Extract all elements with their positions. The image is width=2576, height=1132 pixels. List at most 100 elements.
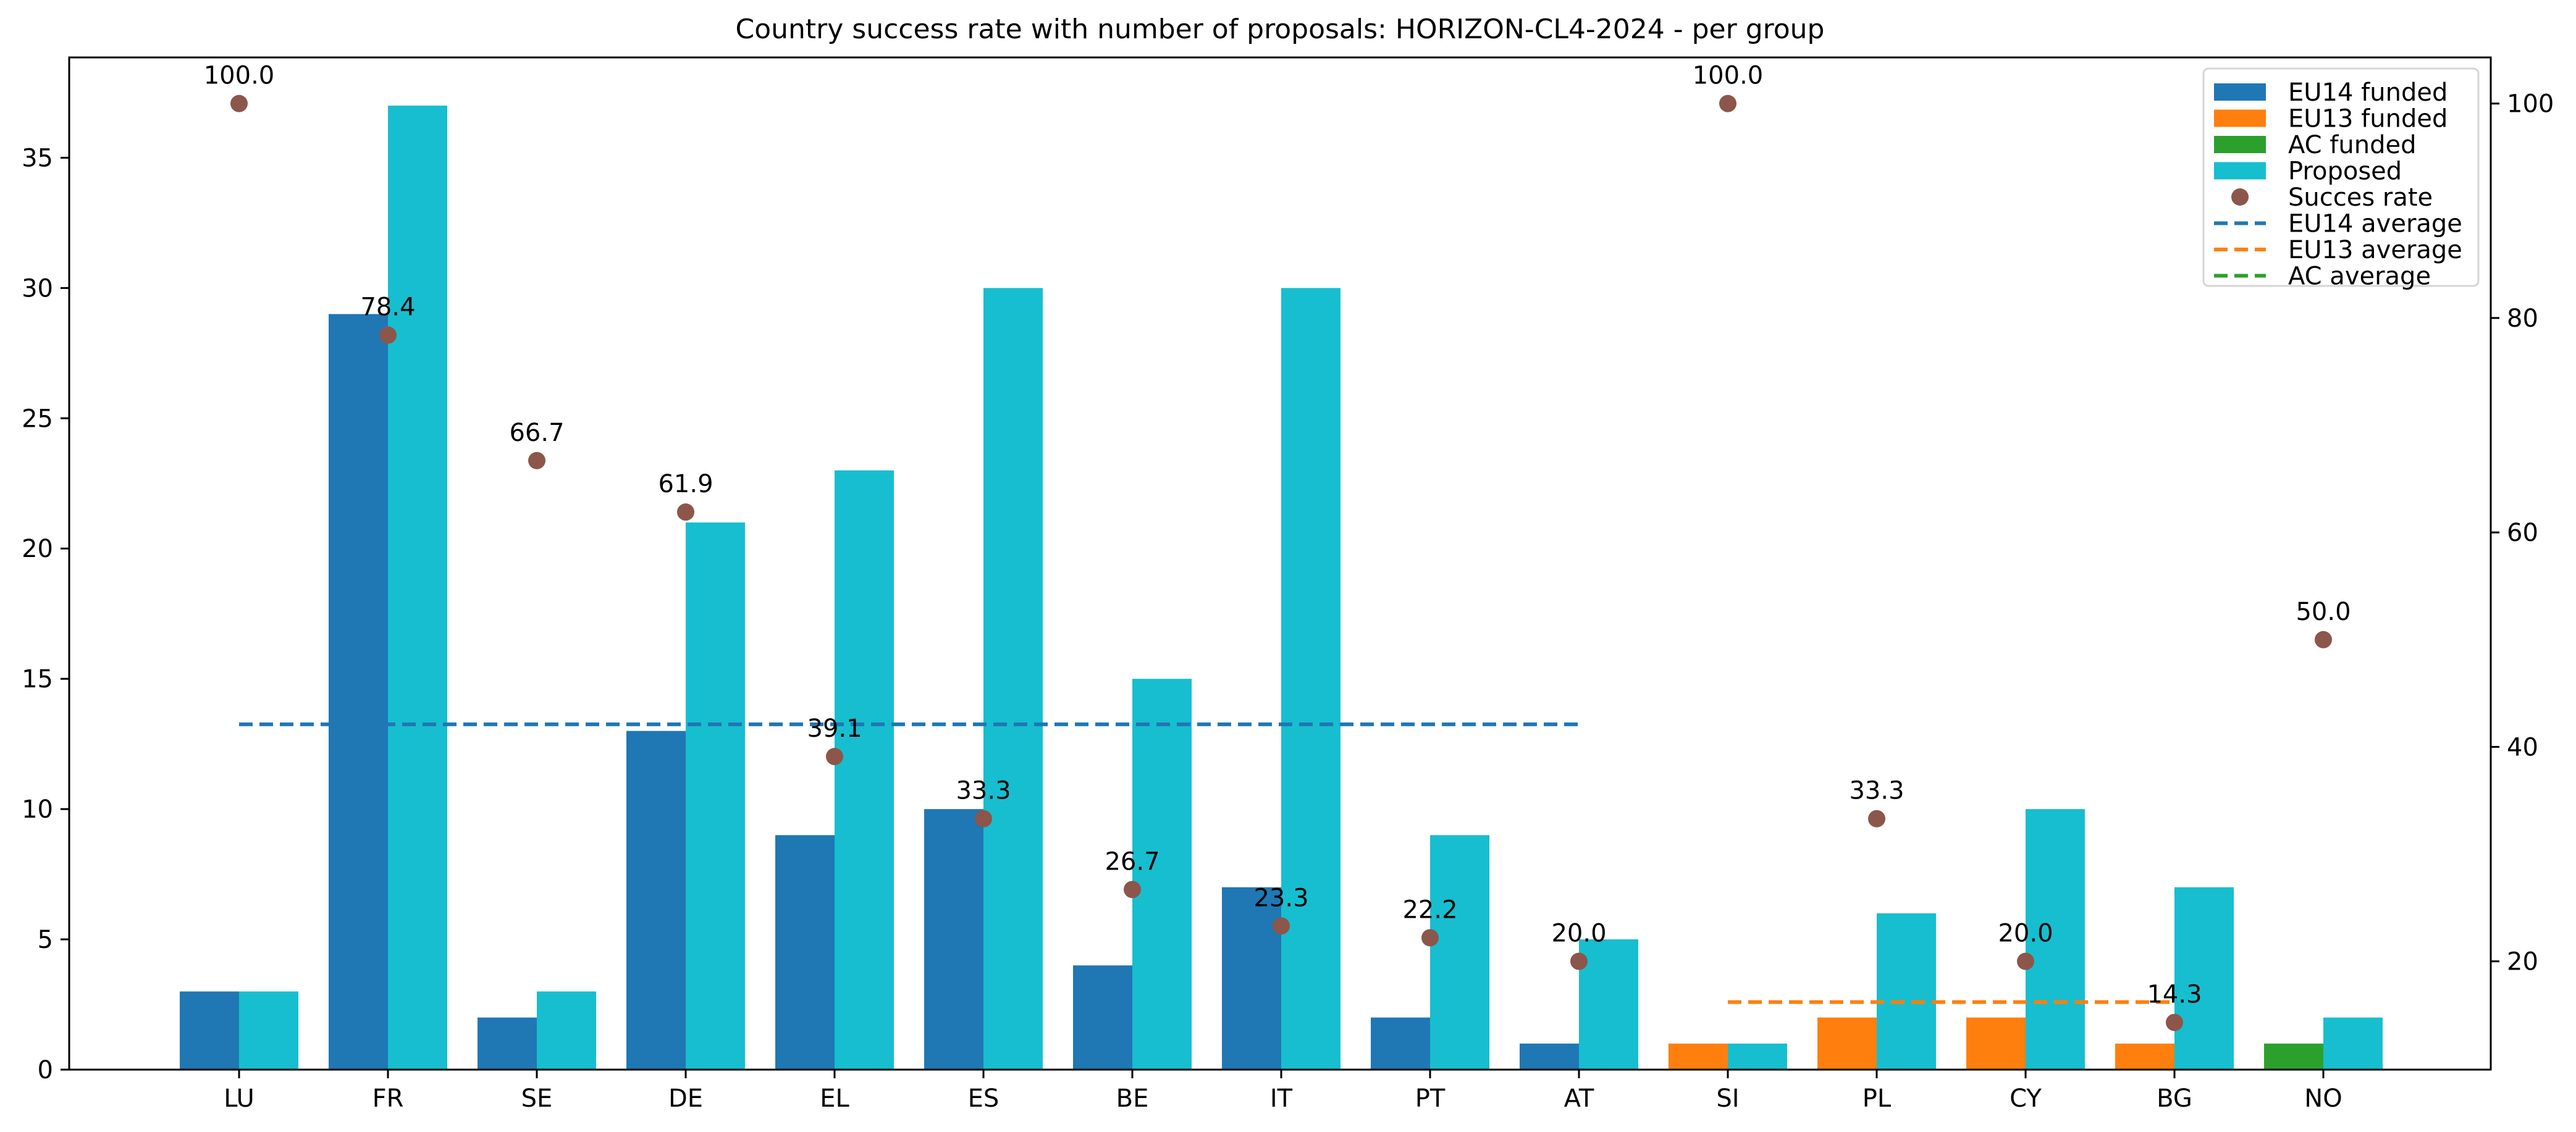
left-tick-label: 0 xyxy=(38,1056,53,1084)
eu14-funded-bar-at xyxy=(1520,1043,1579,1070)
eu14-funded-bar-el xyxy=(775,835,835,1070)
proposed-bar-el xyxy=(835,470,894,1070)
proposed-bar-be xyxy=(1132,679,1192,1070)
success-rate-label-at: 20.0 xyxy=(1551,920,1606,948)
success-rate-label-el: 39.1 xyxy=(807,715,862,743)
x-tick-label-cy: CY xyxy=(2010,1084,2042,1113)
average-lines-layer xyxy=(239,722,2174,1004)
legend-swatch-1 xyxy=(2214,109,2266,127)
left-tick-label: 5 xyxy=(38,926,53,954)
success-rate-dot-pt xyxy=(1421,929,1439,947)
success-rate-dot-bg xyxy=(2166,1013,2183,1031)
left-tick-label: 35 xyxy=(22,144,53,172)
legend-swatch-3 xyxy=(2214,162,2266,180)
proposed-bar-cy xyxy=(2026,809,2085,1070)
eu14-funded-bar-fr xyxy=(329,314,388,1070)
success-rate-dot-fr xyxy=(379,326,397,344)
legend-swatch-0 xyxy=(2214,83,2266,101)
success-rate-label-si: 100.0 xyxy=(1693,62,1764,90)
x-tick-label-de: DE xyxy=(668,1084,703,1113)
legend-label-eu14-funded: EU14 funded xyxy=(2288,78,2448,107)
eu13-funded-bar-cy xyxy=(1966,1017,2026,1070)
eu14-funded-bar-pt xyxy=(1371,1017,1430,1070)
proposed-bar-pl xyxy=(1877,913,1936,1070)
success-rate-dot-at xyxy=(1570,952,1588,970)
proposed-bar-it xyxy=(1281,288,1341,1070)
success-rate-dot-el xyxy=(826,748,843,766)
plot-frame xyxy=(68,56,2492,1071)
legend-label-eu14-average: EU14 average xyxy=(2288,210,2462,238)
x-tick-label-el: EL xyxy=(820,1084,849,1113)
legend-label-proposed: Proposed xyxy=(2288,157,2402,186)
x-tick-label-si: SI xyxy=(1716,1084,1739,1113)
proposed-bar-pt xyxy=(1430,835,1489,1070)
x-tick-label-bg: BG xyxy=(2157,1084,2192,1113)
success-rate-label-fr: 78.4 xyxy=(360,293,415,322)
bars-layer xyxy=(180,106,2383,1070)
legend-box xyxy=(2202,67,2480,287)
x-tick-label-pt: PT xyxy=(1415,1084,1446,1113)
success-rate-label-es: 33.3 xyxy=(956,777,1011,805)
success-rate-layer: 100.0 78.4 66.7 61.9 39.1 33.3 26.7 23.3 22.2 20.… xyxy=(204,62,2351,1031)
success-rate-label-lu: 100.0 xyxy=(204,62,275,90)
right-tick-label: 60 xyxy=(2507,519,2538,547)
proposed-bar-bg xyxy=(2174,887,2234,1070)
legend-label-succes-rate: Succes rate xyxy=(2288,183,2433,212)
x-tick-label-no: NO xyxy=(2304,1084,2342,1113)
success-rate-label-be: 26.7 xyxy=(1105,847,1160,876)
eu14-funded-bar-it xyxy=(1222,887,1281,1070)
success-rate-dot-be xyxy=(1124,881,1141,899)
left-tick-label: 10 xyxy=(22,795,53,824)
success-rate-dot-no xyxy=(2315,631,2332,648)
ac-funded-bar-no xyxy=(2264,1043,2323,1070)
x-tick-label-pl: PL xyxy=(1863,1084,1892,1113)
proposed-bar-se xyxy=(537,991,596,1070)
eu14-funded-bar-be xyxy=(1073,965,1132,1070)
x-tick-label-it: IT xyxy=(1270,1084,1293,1113)
x-tick-label-lu: LU xyxy=(224,1084,255,1113)
eu14-funded-bar-se xyxy=(478,1017,537,1070)
right-tick-label: 80 xyxy=(2507,304,2538,333)
success-rate-dot-si xyxy=(1719,94,1736,112)
right-tick-label: 100 xyxy=(2507,90,2554,119)
success-rate-dot-pl xyxy=(1868,810,1885,828)
eu14-funded-bar-lu xyxy=(180,991,239,1070)
legend-label-ac-average: AC average xyxy=(2288,262,2431,291)
left-tick-label: 15 xyxy=(22,665,53,694)
x-tick-label-be: BE xyxy=(1116,1084,1149,1113)
success-rate-label-se: 66.7 xyxy=(509,419,564,447)
success-rate-label-pl: 33.3 xyxy=(1849,777,1904,805)
left-tick-label: 30 xyxy=(22,274,53,303)
success-rate-dot-cy xyxy=(2017,952,2034,970)
success-rate-dot-se xyxy=(528,451,545,469)
right-tick-label: 40 xyxy=(2507,733,2538,761)
legend-label-eu13-funded: EU13 funded xyxy=(2288,105,2448,133)
eu14-funded-bar-es xyxy=(924,809,983,1070)
success-rate-label-cy: 20.0 xyxy=(1998,920,2053,948)
eu14-funded-bar-de xyxy=(626,731,686,1070)
left-tick-label: 20 xyxy=(22,535,53,563)
proposed-bar-es xyxy=(983,288,1043,1070)
eu13-funded-bar-bg xyxy=(2115,1043,2174,1070)
proposed-bar-de xyxy=(686,522,745,1070)
success-rate-dot-de xyxy=(677,503,694,521)
eu13-funded-bar-pl xyxy=(1817,1017,1877,1070)
success-rate-dot-lu xyxy=(230,94,248,112)
proposed-bar-at xyxy=(1579,939,1638,1070)
success-rate-label-bg: 14.3 xyxy=(2147,981,2202,1009)
success-rate-label-no: 50.0 xyxy=(2296,598,2351,626)
right-tick-label: 20 xyxy=(2507,948,2538,976)
axes-layer: 0 5 10 15 20 25 30 35 20 40 60 80 100 LU FR SE DE EL ES BE I… xyxy=(22,56,2554,1113)
legend-label-eu13-average: EU13 average xyxy=(2288,236,2462,264)
x-tick-label-es: ES xyxy=(968,1084,1000,1113)
success-rate-label-de: 61.9 xyxy=(658,470,713,498)
x-tick-label-at: AT xyxy=(1564,1084,1594,1113)
success-rate-label-it: 23.3 xyxy=(1253,884,1308,912)
legend-label-ac-funded: AC funded xyxy=(2288,131,2416,159)
x-tick-label-se: SE xyxy=(521,1084,553,1113)
proposed-bar-si xyxy=(1728,1043,1787,1070)
left-tick-label: 25 xyxy=(22,405,53,433)
